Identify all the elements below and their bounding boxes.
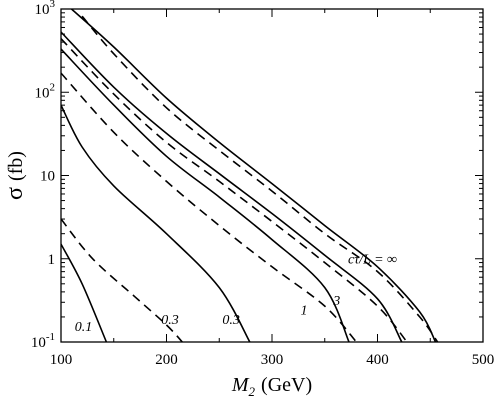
y-tick-exponent: -1 [46, 331, 55, 343]
y-tick-base: 1 [48, 252, 56, 268]
series-line-9 [70, 9, 437, 342]
curves-layer [61, 9, 439, 342]
x-axis-symbol: M [231, 374, 250, 396]
series-line-5 [61, 48, 350, 342]
ticks-layer [60, 8, 484, 343]
curve-label: cτ/L = ∞ [348, 252, 397, 267]
curve-label: 1 [300, 303, 307, 318]
y-tick-base: 10 [31, 335, 46, 351]
series-line-3 [61, 104, 251, 342]
y-tick-label: 1 [48, 252, 56, 268]
y-tick-base: 10 [40, 169, 55, 185]
y-axis-symbol: σ [2, 187, 28, 200]
y-tick-base: 10 [35, 2, 50, 18]
x-tick-label: 500 [472, 352, 495, 368]
x-axis-unit: (GeV) [261, 374, 312, 396]
x-axis-title: M2 (GeV) [231, 374, 312, 399]
series-line-7 [61, 31, 403, 342]
x-tick-label: 400 [366, 352, 389, 368]
y-tick-label: 10 [40, 169, 55, 185]
curve-label: 3 [332, 294, 340, 309]
series-line-1 [61, 243, 108, 342]
series-line-2 [61, 218, 183, 342]
y-tick-exponent: 2 [50, 81, 56, 93]
y-tick-label: 10-1 [31, 331, 55, 351]
curve-label: 0.3 [161, 313, 179, 328]
y-tick-exponent: 3 [50, 0, 56, 10]
plot-frame [60, 8, 484, 343]
series-line-8 [81, 15, 439, 342]
y-tick-base: 10 [35, 85, 50, 101]
y-axis-unit: (fb) [5, 151, 27, 181]
x-tick-label: 300 [261, 352, 284, 368]
series-line-6 [61, 38, 408, 342]
y-tick-label: 103 [35, 0, 56, 18]
y-tick-label: 102 [35, 81, 56, 101]
y-axis-title: σ (fb) [2, 151, 28, 200]
curve-label: 0.1 [75, 320, 93, 335]
curve-label: 0.3 [222, 313, 240, 328]
series-line-4 [61, 72, 357, 342]
x-tick-label: 200 [155, 352, 178, 368]
x-axis-subscript: 2 [249, 384, 256, 399]
x-tick-label: 100 [50, 352, 73, 368]
